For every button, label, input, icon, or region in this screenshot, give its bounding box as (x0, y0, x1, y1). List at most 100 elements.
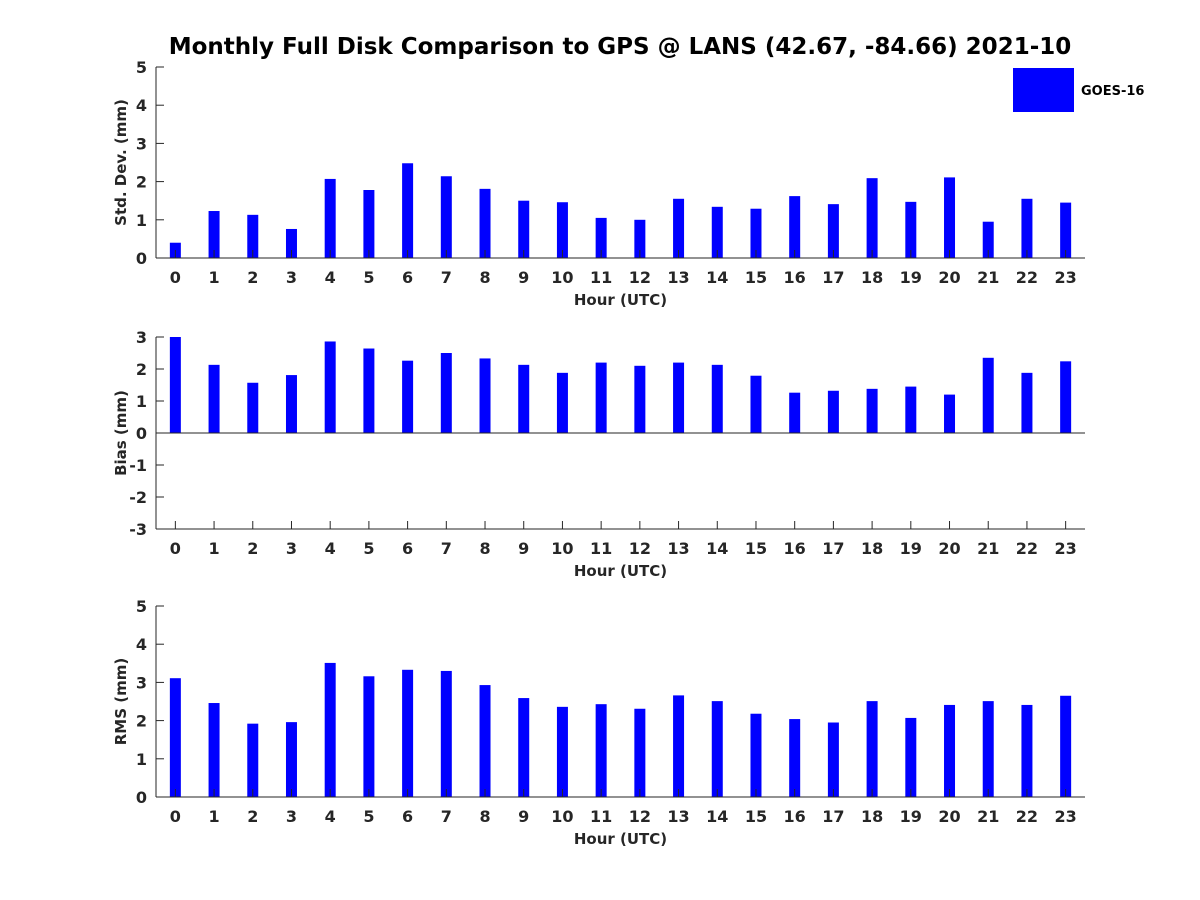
bar-hour-2 (247, 382, 259, 433)
bar-hour-13 (673, 198, 685, 258)
bar-hour-21 (982, 357, 994, 433)
bar-hour-18 (866, 388, 878, 433)
bar-hour-8 (479, 358, 491, 433)
x-tick-label: 3 (286, 807, 297, 826)
y-tick-label: 5 (136, 58, 147, 77)
x-tick-label: 7 (441, 539, 452, 558)
x-tick-label: 5 (363, 539, 374, 558)
x-tick-label: 12 (629, 539, 651, 558)
bar-hour-10 (556, 706, 568, 797)
bar-hour-14 (711, 364, 723, 433)
bar-hour-7 (440, 353, 452, 433)
bar-hour-9 (518, 200, 530, 258)
y-tick-label: 0 (136, 788, 147, 807)
x-tick-label: 21 (977, 807, 999, 826)
x-tick-label: 4 (325, 539, 336, 558)
bar-hour-2 (247, 214, 259, 258)
bar-hour-23 (1060, 695, 1072, 797)
x-tick-label: 22 (1016, 539, 1038, 558)
x-tick-label: 17 (822, 268, 844, 287)
y-tick-label: 0 (136, 249, 147, 268)
y-tick-label: 5 (136, 597, 147, 616)
x-tick-label: 5 (363, 807, 374, 826)
y-tick-label: 3 (136, 134, 147, 153)
bar-hour-21 (982, 701, 994, 797)
bar-hour-7 (440, 670, 452, 797)
x-tick-label: 16 (784, 268, 806, 287)
bar-hour-1 (208, 364, 220, 433)
bar-hour-10 (556, 202, 568, 258)
x-tick-label: 23 (1055, 807, 1077, 826)
x-tick-label: 3 (286, 268, 297, 287)
bar-hour-2 (247, 723, 259, 797)
bar-hour-19 (905, 717, 917, 797)
x-tick-label: 9 (518, 268, 529, 287)
bar-hour-22 (1021, 198, 1033, 258)
x-tick-label: 15 (745, 539, 767, 558)
x-tick-label: 3 (286, 539, 297, 558)
y-axis-label: Bias (mm) (112, 390, 130, 476)
x-tick-label: 4 (325, 807, 336, 826)
bar-hour-8 (479, 188, 491, 258)
x-tick-label: 4 (325, 268, 336, 287)
bar-hour-19 (905, 386, 917, 433)
bar-hour-12 (634, 365, 646, 433)
bar-hour-17 (827, 204, 839, 258)
bar-hour-0 (169, 337, 181, 433)
x-tick-label: 12 (629, 268, 651, 287)
x-tick-label: 19 (900, 539, 922, 558)
x-tick-label: 0 (170, 268, 181, 287)
x-tick-label: 6 (402, 268, 413, 287)
bar-hour-18 (866, 178, 878, 258)
bar-hour-9 (518, 698, 530, 797)
y-tick-label: 2 (136, 712, 147, 731)
bar-hour-20 (944, 177, 956, 258)
x-tick-label: 16 (784, 807, 806, 826)
y-tick-label: 1 (136, 211, 147, 230)
x-tick-label: 1 (208, 807, 219, 826)
bar-hour-22 (1021, 704, 1033, 797)
bar-hour-3 (285, 722, 297, 797)
bar-hour-4 (324, 662, 336, 797)
y-tick-label: -3 (129, 520, 147, 539)
bar-hour-12 (634, 708, 646, 797)
x-tick-label: 1 (208, 268, 219, 287)
x-tick-label: 18 (861, 807, 883, 826)
x-tick-label: 20 (938, 807, 960, 826)
y-tick-label: -1 (129, 456, 147, 475)
x-tick-label: 21 (977, 539, 999, 558)
bar-hour-15 (750, 375, 762, 433)
x-tick-label: 13 (667, 268, 689, 287)
x-tick-label: 15 (745, 807, 767, 826)
bar-hour-4 (324, 178, 336, 258)
x-tick-label: 16 (784, 539, 806, 558)
bar-hour-0 (169, 678, 181, 797)
x-tick-label: 9 (518, 539, 529, 558)
bar-hour-23 (1060, 202, 1072, 258)
bar-hour-12 (634, 219, 646, 258)
bar-hour-21 (982, 221, 994, 258)
bar-hour-5 (363, 676, 375, 797)
y-axis-label: Std. Dev. (mm) (112, 99, 130, 226)
x-tick-label: 10 (551, 539, 573, 558)
x-tick-label: 23 (1055, 539, 1077, 558)
x-tick-label: 10 (551, 268, 573, 287)
bar-hour-15 (750, 208, 762, 258)
x-tick-label: 22 (1016, 268, 1038, 287)
x-tick-label: 11 (590, 539, 612, 558)
bar-hour-1 (208, 703, 220, 797)
bar-hour-6 (402, 360, 414, 433)
bar-hour-22 (1021, 372, 1033, 433)
bar-hour-16 (789, 719, 801, 797)
x-tick-label: 20 (938, 539, 960, 558)
x-tick-label: 8 (479, 268, 490, 287)
bar-hour-20 (944, 394, 956, 433)
x-tick-label: 9 (518, 807, 529, 826)
x-tick-label: 19 (900, 807, 922, 826)
bar-hour-17 (827, 722, 839, 797)
x-tick-label: 17 (822, 539, 844, 558)
x-tick-label: 10 (551, 807, 573, 826)
y-tick-label: 0 (136, 424, 147, 443)
